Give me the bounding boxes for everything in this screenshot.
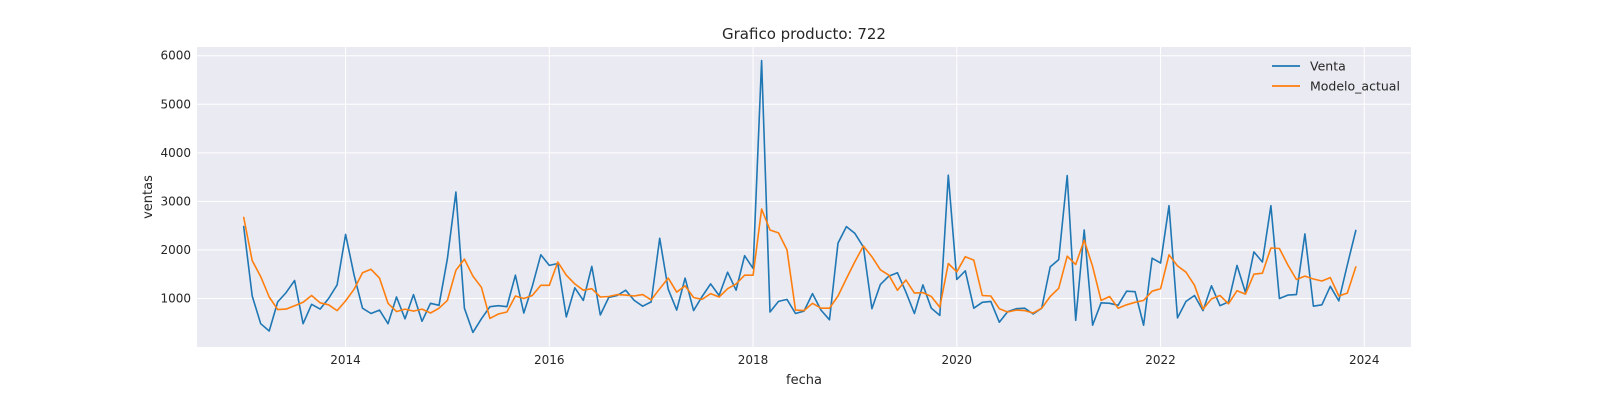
series-line-venta bbox=[242, 59, 1357, 334]
y-tick-labels: 1000 2000 3000 4000 5000 6000 bbox=[160, 49, 191, 306]
legend: Venta Modelo_actual bbox=[1272, 59, 1400, 94]
y-tick-label: 4000 bbox=[160, 146, 191, 160]
x-tick-labels: 2014 2016 2018 2020 2022 2024 bbox=[330, 353, 1379, 367]
x-tick-label: 2016 bbox=[534, 353, 565, 367]
x-tick-label: 2018 bbox=[738, 353, 769, 367]
y-gridlines bbox=[197, 55, 1411, 299]
plot-background bbox=[197, 47, 1411, 347]
y-tick-label: 6000 bbox=[160, 49, 191, 63]
x-axis-label: fecha bbox=[786, 373, 822, 388]
x-tick-label: 2014 bbox=[330, 353, 361, 367]
series-line-modelo-actual bbox=[242, 208, 1357, 320]
y-tick-label: 1000 bbox=[160, 291, 191, 305]
x-tick-label: 2020 bbox=[942, 353, 973, 367]
legend-label: Venta bbox=[1310, 59, 1346, 74]
x-tick-label: 2024 bbox=[1349, 353, 1380, 367]
chart-title: Grafico producto: 722 bbox=[722, 25, 886, 43]
y-tick-label: 5000 bbox=[160, 97, 191, 111]
y-axis-label: ventas bbox=[141, 175, 156, 219]
x-tick-label: 2022 bbox=[1145, 353, 1176, 367]
legend-label: Modelo_actual bbox=[1310, 79, 1400, 94]
series-lines bbox=[242, 59, 1357, 334]
y-tick-label: 3000 bbox=[160, 194, 191, 208]
x-gridlines bbox=[345, 47, 1365, 347]
y-tick-label: 2000 bbox=[160, 243, 191, 257]
